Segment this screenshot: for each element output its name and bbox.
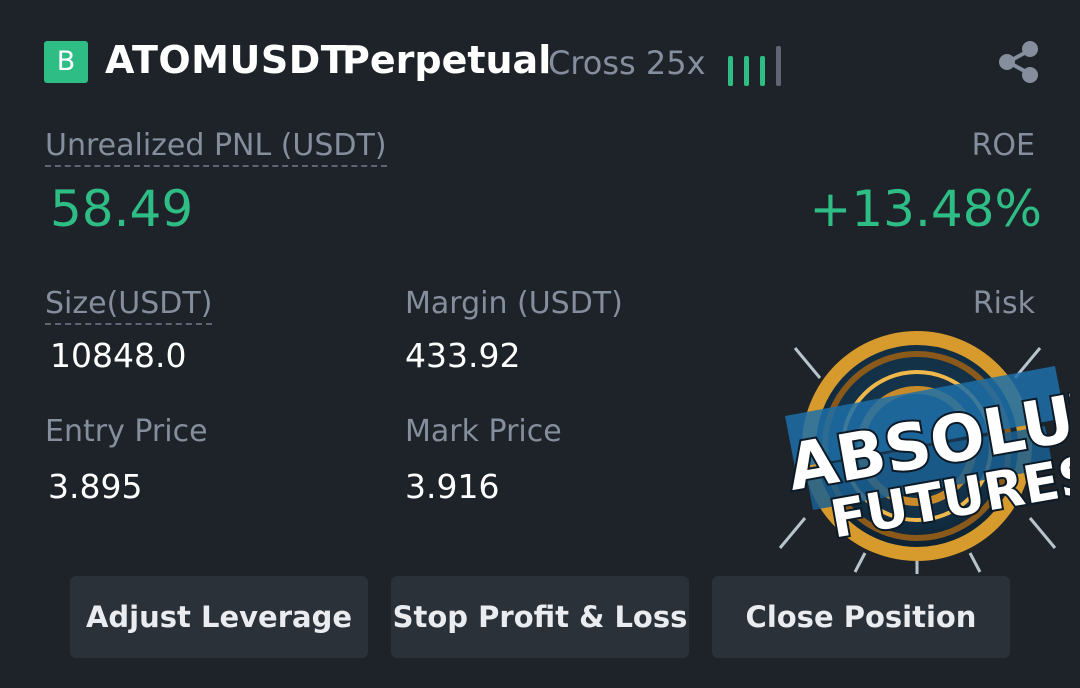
contract-type: Perpetual [342, 38, 552, 82]
roe-value: +13.48% [809, 180, 1042, 238]
margin-mode-leverage: Cross 25x [548, 44, 706, 82]
signal-bars-icon [728, 40, 788, 86]
unrealized-pnl-value: 58.49 [50, 180, 194, 238]
share-icon[interactable] [996, 40, 1042, 84]
size-label[interactable]: Size(USDT) [45, 286, 213, 325]
margin-label: Margin (USDT) [405, 286, 623, 321]
entry-price-label: Entry Price [45, 414, 208, 449]
margin-value: 433.92 [405, 336, 521, 375]
risk-label: Risk [972, 286, 1035, 321]
unrealized-pnl-label[interactable]: Unrealized PNL (USDT) [45, 128, 387, 167]
entry-price-value: 3.895 [48, 467, 143, 506]
size-value: 10848.0 [50, 336, 187, 375]
close-position-button[interactable]: Close Position [712, 576, 1010, 658]
roe-label: ROE [971, 128, 1035, 163]
adjust-leverage-button[interactable]: Adjust Leverage [70, 576, 368, 658]
position-side-badge: B [44, 41, 88, 83]
stop-profit-loss-button[interactable]: Stop Profit & Loss [391, 576, 689, 658]
absolute-futures-logo: ABSOLUTE FUTURES [765, 318, 1080, 574]
mark-price-label: Mark Price [405, 414, 562, 449]
symbol-name[interactable]: ATOMUSDT [105, 38, 348, 82]
mark-price-value: 3.916 [405, 467, 500, 506]
